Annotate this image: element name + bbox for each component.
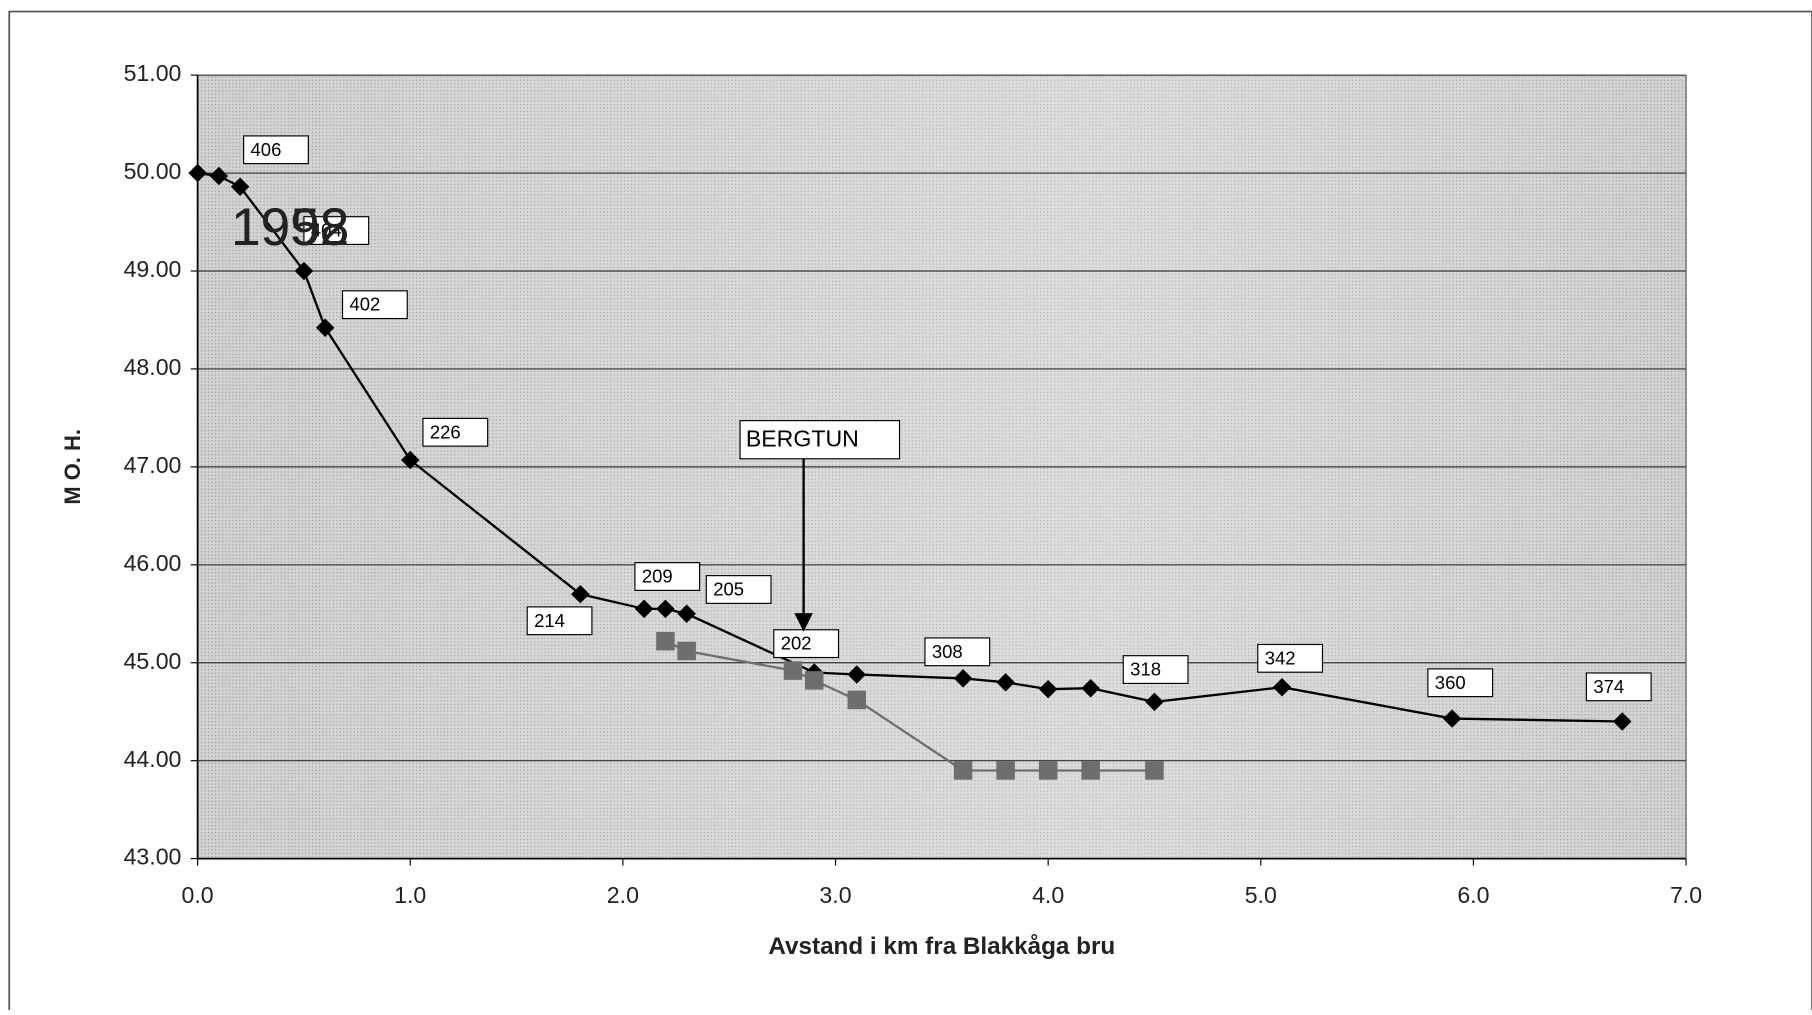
y-tick-label: 47.00 <box>124 452 182 478</box>
x-tick-label: 2.0 <box>607 882 639 908</box>
x-tick-label: 1.0 <box>394 882 426 908</box>
marker <box>634 599 654 619</box>
x-tick-label: 6.0 <box>1457 882 1489 908</box>
marker <box>996 761 1015 780</box>
marker <box>1081 761 1100 780</box>
y-tick-label: 44.00 <box>124 746 182 772</box>
marker <box>1145 761 1164 780</box>
x-tick-label: 4.0 <box>1032 882 1064 908</box>
y-tick-label: 46.00 <box>124 550 182 576</box>
station-label: 402 <box>349 294 380 315</box>
marker <box>783 661 803 680</box>
marker <box>1613 712 1632 731</box>
series-name: 1998 <box>231 198 349 257</box>
station-label: 308 <box>932 641 963 662</box>
x-tick-label: 5.0 <box>1245 882 1277 908</box>
marker <box>209 166 229 186</box>
marker <box>571 584 590 604</box>
station-label: 226 <box>430 421 461 442</box>
marker <box>401 450 420 470</box>
station-box <box>341 290 408 320</box>
series-line <box>197 171 1623 723</box>
y-axis-title: M O. H. <box>60 429 85 505</box>
station-label: 360 <box>1435 672 1466 693</box>
x-axis-title: Avstand i km fra Blakkåga bru <box>768 933 1115 960</box>
station-box <box>634 562 701 591</box>
annotation-box <box>739 420 901 460</box>
station-box <box>1585 672 1652 702</box>
y-tick-label: 43.00 <box>124 844 182 870</box>
marker <box>656 599 675 619</box>
marker <box>953 669 973 688</box>
station-box <box>422 417 489 447</box>
y-tick-label: 48.00 <box>124 354 182 380</box>
station-box <box>243 135 309 165</box>
station-label: 342 <box>1265 647 1296 668</box>
marker <box>847 690 867 710</box>
station-box <box>303 216 370 245</box>
station-box <box>526 606 593 636</box>
marker <box>953 761 973 780</box>
y-tick-label: 49.00 <box>124 256 182 282</box>
station-label: 209 <box>642 566 673 587</box>
marker <box>805 671 824 690</box>
station-box <box>924 637 991 667</box>
marker <box>677 641 696 661</box>
station-label: 202 <box>781 633 812 654</box>
station-label: 205 <box>713 579 744 600</box>
x-tick-label: 3.0 <box>819 882 851 908</box>
annotation: BERGTUN <box>746 425 859 451</box>
station-box <box>1257 643 1324 673</box>
marker <box>1272 677 1292 697</box>
station-label: 404 <box>311 220 342 241</box>
marker <box>315 318 335 338</box>
marker <box>1145 692 1164 712</box>
x-tick-label: 0.0 <box>182 882 214 908</box>
marker <box>294 261 314 281</box>
marker <box>1081 678 1100 698</box>
station-label: 406 <box>251 139 282 160</box>
station-label: 214 <box>534 610 565 631</box>
marker <box>188 163 207 183</box>
station-box <box>1122 655 1189 685</box>
series-name: 1952 <box>231 198 349 257</box>
station-label: 318 <box>1130 659 1161 680</box>
y-tick-label: 51.00 <box>124 60 182 86</box>
marker <box>1038 761 1058 780</box>
series-line <box>664 640 1155 772</box>
marker <box>847 665 867 684</box>
marker <box>656 631 675 651</box>
marker <box>677 604 696 624</box>
marker <box>1038 679 1058 699</box>
x-tick-label: 7.0 <box>1670 882 1702 908</box>
station-box <box>705 575 772 604</box>
y-tick-label: 45.00 <box>124 648 182 674</box>
marker <box>1442 709 1462 728</box>
marker <box>996 673 1015 692</box>
station-box <box>1427 668 1494 698</box>
station-label: 374 <box>1593 676 1624 697</box>
y-tick-label: 50.00 <box>124 158 182 184</box>
